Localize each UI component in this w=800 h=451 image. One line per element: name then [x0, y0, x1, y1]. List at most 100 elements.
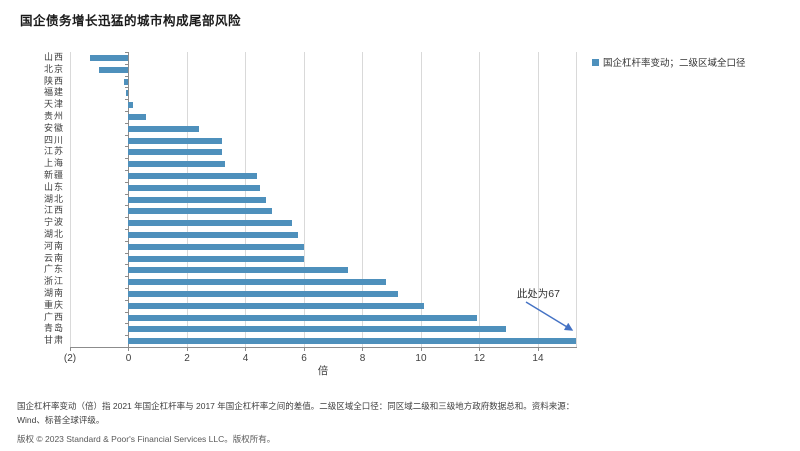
gridline: [362, 52, 364, 347]
y-label-浙江: 浙江: [43, 276, 64, 287]
plot-right-border: [576, 52, 577, 347]
gridline: [70, 52, 71, 347]
bar-江西: [128, 208, 272, 215]
row-tick: [125, 217, 129, 219]
bar-青岛: [128, 326, 506, 333]
row-tick: [125, 87, 129, 89]
y-label-陕西: 陕西: [43, 75, 64, 86]
row-tick: [125, 288, 129, 289]
row-tick: [125, 134, 129, 136]
x-tick-label: 0: [125, 353, 132, 364]
x-tick-mark: [420, 348, 422, 351]
bar-江苏: [128, 149, 223, 156]
y-label-河南: 河南: [43, 240, 64, 251]
bar-湖北: [128, 196, 266, 203]
y-label-青岛: 青岛: [43, 323, 64, 334]
x-tick-mark: [303, 348, 305, 351]
row-tick: [125, 347, 129, 348]
gridline: [479, 52, 481, 347]
y-label-安徽: 安徽: [43, 122, 64, 133]
x-tick-mark: [537, 348, 539, 351]
legend-label: 国企杠杆率变动；二级区域全口径: [603, 58, 746, 69]
y-label-福建: 福建: [43, 87, 64, 98]
row-tick: [125, 335, 129, 337]
row-tick: [125, 276, 129, 278]
bar-天津: [128, 102, 133, 109]
bar-新疆: [128, 172, 258, 179]
x-tick-label: (2): [63, 353, 77, 364]
x-tick-label: 6: [301, 353, 307, 364]
row-tick: [125, 240, 129, 242]
y-label-新疆: 新疆: [43, 170, 64, 180]
y-label-湖北: 湖北: [43, 193, 64, 204]
y-label-山西: 山西: [43, 52, 64, 62]
bar-福建: [125, 90, 129, 97]
row-tick: [125, 75, 129, 77]
bar-山东: [128, 184, 261, 191]
bar-四川: [128, 137, 223, 144]
bar-广西: [128, 314, 477, 321]
bar-重庆: [128, 302, 424, 309]
bar-陕西: [124, 78, 129, 85]
gridline: [303, 52, 305, 347]
y-label-广西: 广西: [43, 311, 64, 322]
x-tick-mark: [362, 348, 364, 351]
y-label-云南: 云南: [43, 252, 64, 263]
copyright-line: 版权 © 2023 Standard & Poor's Financial Se…: [17, 434, 276, 444]
row-tick: [125, 111, 129, 112]
row-tick: [125, 146, 129, 148]
bar-上海: [128, 161, 225, 168]
bar-北京: [99, 66, 129, 73]
footnote-line-2: Wind、标普全球评级。: [17, 415, 105, 425]
y-label-江西: 江西: [43, 205, 64, 216]
x-tick-label: 2: [184, 353, 190, 364]
y-label-重庆: 重庆: [43, 299, 64, 310]
row-tick: [125, 181, 129, 183]
x-tick-label: 8: [359, 353, 366, 364]
bar-安徽: [128, 125, 199, 132]
chart-title: 国企债务增长迅猛的城市构成尾部风险: [20, 14, 242, 28]
x-tick-mark: [245, 348, 247, 351]
legend: 国企杠杆率变动；二级区域全口径: [592, 55, 746, 69]
bar-湖南: [128, 290, 398, 297]
bar-宁波: [128, 220, 293, 227]
annotation-text: 此处为67: [516, 288, 560, 300]
bar-河南: [128, 243, 304, 250]
row-tick: [125, 99, 129, 101]
row-tick: [125, 264, 129, 266]
bar-浙江: [128, 279, 386, 286]
y-label-山东: 山东: [43, 181, 64, 192]
y-label-四川: 四川: [43, 134, 64, 145]
x-axis-line: [70, 347, 577, 348]
x-tick-mark: [128, 348, 130, 351]
row-tick: [125, 52, 129, 53]
row-tick: [125, 205, 129, 207]
y-label-宁波: 宁波: [43, 217, 64, 228]
y-label-上海: 上海: [43, 158, 64, 169]
row-tick: [125, 63, 129, 65]
row-tick: [125, 299, 129, 301]
annotation-arrow-icon: [525, 301, 574, 331]
x-tick-mark: [70, 348, 71, 351]
y-label-北京: 北京: [43, 63, 64, 74]
x-tick-mark: [479, 348, 481, 351]
source-footnote: 国企杠杆率变动（倍）指 2021 年国企杠杆率与 2017 年国企杠杆率之间的差…: [17, 399, 783, 427]
y-label-广东: 广东: [43, 264, 64, 275]
x-tick-label: 10: [415, 353, 427, 364]
x-tick-mark: [186, 348, 188, 351]
gridline: [420, 52, 422, 347]
row-tick: [125, 229, 129, 230]
y-label-湖南: 湖南: [43, 288, 64, 298]
x-tick-label: 12: [473, 353, 486, 364]
y-label-甘肃: 甘肃: [43, 335, 64, 346]
bar-广东: [128, 267, 348, 274]
row-tick: [125, 193, 129, 195]
row-tick: [125, 323, 129, 325]
row-tick: [125, 158, 129, 160]
bar-甘肃: [128, 338, 576, 345]
gridline: [537, 52, 539, 347]
y-label-天津: 天津: [43, 99, 64, 110]
bar-山西: [90, 54, 129, 61]
x-tick-label: 4: [242, 353, 249, 364]
